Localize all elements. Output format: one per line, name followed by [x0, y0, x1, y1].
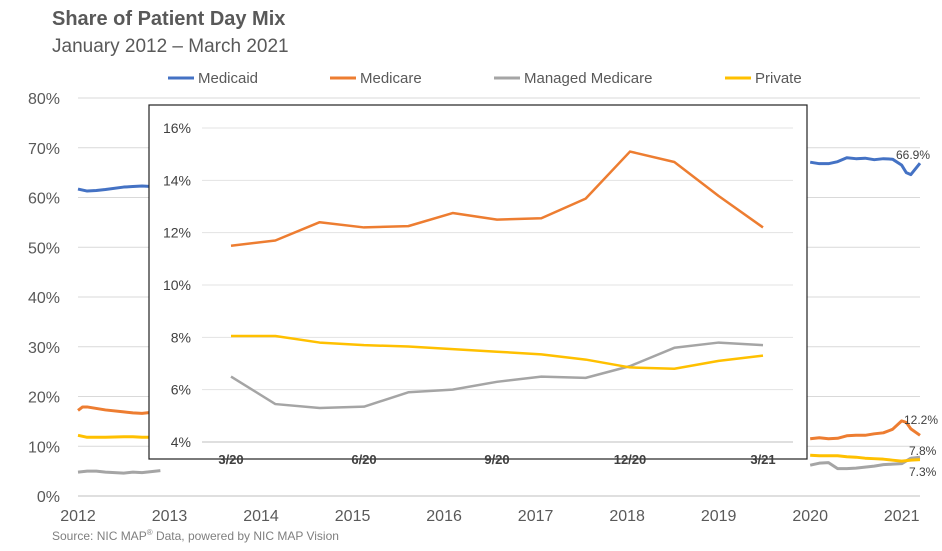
legend-label-medicaid: Medicaid — [198, 70, 258, 87]
y-tick-label: 20% — [28, 390, 60, 407]
series-line-private — [77, 433, 161, 439]
series-line-managed-medicare — [77, 469, 161, 475]
chart-subtitle: January 2012 – March 2021 — [52, 36, 289, 57]
x-tick-label: 2015 — [335, 508, 371, 525]
end-label-managed-medicare: 7.8% — [909, 444, 937, 458]
y-tick-label: 60% — [28, 191, 60, 208]
y-tick-label: 70% — [28, 141, 60, 158]
x-tick-label: 2017 — [518, 508, 554, 525]
y-tick-label: 0% — [37, 489, 60, 506]
inset-y-tick-label: 6% — [171, 382, 191, 398]
source-prefix: Source: NIC MAP — [52, 529, 147, 543]
series-line-medicaid — [809, 156, 922, 177]
inset-panel — [148, 104, 808, 460]
y-tick-label: 80% — [28, 91, 60, 108]
series-line-medicare — [77, 405, 161, 415]
inset-y-tick-label: 14% — [163, 172, 191, 188]
legend-label-medicare: Medicare — [360, 70, 422, 87]
inset-x-tick-label: 3/20 — [218, 452, 243, 467]
series-line-medicare — [810, 419, 921, 441]
inset-x-tick-label: 6/20 — [351, 452, 376, 467]
inset-x-tick-label: 3/21 — [750, 452, 775, 467]
y-tick-label: 10% — [28, 439, 60, 456]
inset-series-line-medicare — [230, 150, 764, 247]
x-tick-label: 2021 — [884, 508, 920, 525]
y-tick-label: 50% — [28, 240, 60, 257]
x-tick-label: 2013 — [152, 508, 188, 525]
inset-y-tick-label: 4% — [171, 434, 191, 450]
inset-y-tick-label: 10% — [163, 277, 191, 293]
x-tick-label: 2020 — [792, 508, 828, 525]
inset-series-line-managed-medicare — [230, 341, 764, 410]
legend-label-managed-medicare: Managed Medicare — [524, 70, 652, 87]
legend-label-private: Private — [755, 70, 802, 87]
x-tick-label: 2019 — [701, 508, 737, 525]
inset-x-tick-label: 9/20 — [484, 452, 509, 467]
inset-y-tick-label: 8% — [171, 329, 191, 345]
end-label-medicare: 12.2% — [904, 413, 938, 427]
x-tick-label: 2018 — [609, 508, 645, 525]
inset-y-tick-label: 12% — [163, 225, 191, 241]
x-tick-label: 2016 — [426, 508, 462, 525]
y-tick-label: 40% — [28, 290, 60, 307]
registered-mark: ® — [146, 528, 153, 537]
series-line-private — [810, 453, 921, 463]
source-note: Source: NIC MAP® Data, powered by NIC MA… — [52, 528, 339, 543]
source-suffix: Data, powered by NIC MAP Vision — [152, 529, 339, 543]
inset-x-tick-label: 12/20 — [614, 452, 647, 467]
x-tick-label: 2012 — [60, 508, 96, 525]
inset-series-line-private — [231, 334, 764, 370]
chart-title: Share of Patient Day Mix — [52, 8, 286, 30]
end-label-medicaid: 66.9% — [896, 148, 930, 162]
x-tick-label: 2014 — [243, 508, 279, 525]
end-label-private: 7.3% — [909, 465, 937, 479]
series-line-managed-medicare — [809, 455, 921, 471]
series-line-medicaid — [77, 184, 161, 193]
y-tick-label: 30% — [28, 340, 60, 357]
inset-y-tick-label: 16% — [163, 120, 191, 136]
